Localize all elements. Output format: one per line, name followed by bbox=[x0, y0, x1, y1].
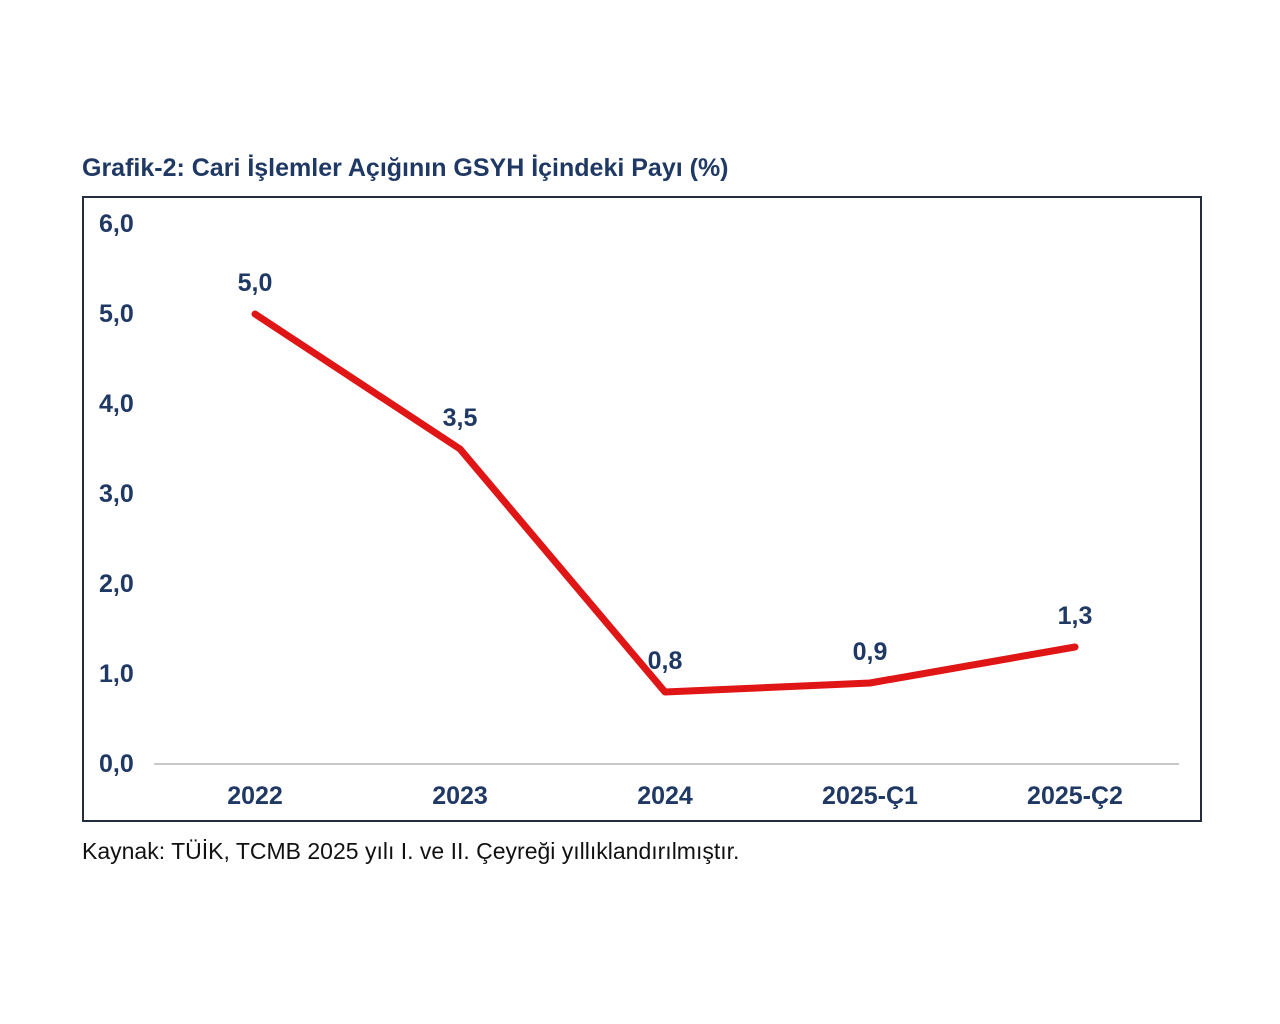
data-label: 3,5 bbox=[443, 404, 478, 432]
x-tick-label: 2025-Ç2 bbox=[1027, 782, 1123, 810]
series-line bbox=[251, 310, 1079, 696]
data-label: 1,3 bbox=[1058, 602, 1093, 630]
y-tick-label: 6,0 bbox=[99, 210, 134, 238]
x-tick-label: 2025-Ç1 bbox=[822, 782, 918, 810]
x-tick-label: 2024 bbox=[637, 782, 693, 810]
chart-title: Grafik-2: Cari İşlemler Açığının GSYH İç… bbox=[82, 154, 729, 182]
y-tick-label: 3,0 bbox=[99, 480, 134, 508]
x-tick-label: 2023 bbox=[432, 782, 488, 810]
y-tick-label: 2,0 bbox=[99, 570, 134, 598]
chart-frame: 6,0 5,0 4,0 3,0 2,0 1,0 0,0 2022 2023 2024 2025-Ç1… bbox=[82, 196, 1202, 822]
line-chart: 6,0 5,0 4,0 3,0 2,0 1,0 0,0 2022 2023 2024 2025-Ç1… bbox=[99, 210, 1179, 810]
y-tick-label: 5,0 bbox=[99, 300, 134, 328]
data-label: 5,0 bbox=[238, 269, 273, 297]
y-tick-label: 4,0 bbox=[99, 390, 134, 418]
data-label: 0,8 bbox=[648, 647, 683, 675]
source-note: Kaynak: TÜİK, TCMB 2025 yılı I. ve II. Ç… bbox=[82, 838, 740, 864]
y-tick-label: 0,0 bbox=[99, 750, 134, 778]
x-tick-label: 2022 bbox=[227, 782, 283, 810]
data-label: 0,9 bbox=[853, 638, 888, 666]
y-tick-label: 1,0 bbox=[99, 660, 134, 688]
